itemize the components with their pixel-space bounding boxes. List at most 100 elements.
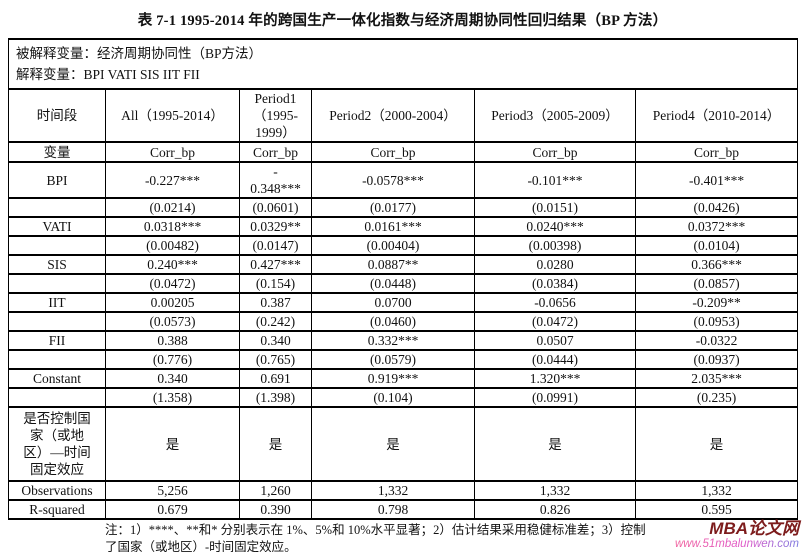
variable-subheader-row: 变量 Corr_bp Corr_bp Corr_bp Corr_bp Corr_… <box>8 141 799 163</box>
se-cell: (0.0214) <box>105 197 240 218</box>
table-row-se: (1.358) (1.398) (0.104) (0.0991) (0.235) <box>8 387 799 408</box>
watermark-site-name: MBA论文网 <box>709 519 799 538</box>
se-cell: (0.0151) <box>474 197 636 218</box>
coef-cell: 0.366*** <box>634 254 799 275</box>
r2-cell: 0.679 <box>105 499 240 520</box>
coef-cell: 0.691 <box>239 368 312 389</box>
se-cell: (0.0177) <box>311 197 475 218</box>
column-header: Period3（2005-2009） <box>474 88 636 143</box>
table-row-se: (0.00482) (0.0147) (0.00404) (0.00398) (… <box>8 235 799 256</box>
coef-cell: 0.332*** <box>311 330 475 351</box>
subheader-cell: Corr_bp <box>239 141 312 163</box>
table-row-vati: VATI 0.0318*** 0.0329** 0.0161*** 0.0240… <box>8 216 799 237</box>
row-label: R-squared <box>8 499 106 520</box>
se-cell: (0.765) <box>239 349 312 370</box>
coef-cell: - 0.348*** <box>239 161 312 199</box>
coef-cell: 0.0700 <box>311 292 475 313</box>
se-cell: (0.00482) <box>105 235 240 256</box>
coef-cell: -0.401*** <box>634 161 799 199</box>
table-row-constant: Constant 0.340 0.691 0.919*** 1.320*** 2… <box>8 368 799 389</box>
r2-cell: 0.595 <box>634 499 799 520</box>
se-cell: (0.0601) <box>239 197 312 218</box>
se-cell: (0.0460) <box>311 311 475 332</box>
table-row-bpi: BPI -0.227*** - 0.348*** -0.0578*** -0.1… <box>8 161 799 199</box>
se-cell: (0.0448) <box>311 273 475 294</box>
se-cell: (0.0937) <box>634 349 799 370</box>
coef-cell: -0.0322 <box>634 330 799 351</box>
se-cell: (0.0857) <box>634 273 799 294</box>
fe-cell: 是 <box>634 406 799 482</box>
coef-cell: -0.209** <box>634 292 799 313</box>
footnote-line-1: 注：1）****、**和* 分别表示在 1%、5%和 10%水平显著；2）估计结… <box>105 523 646 537</box>
row-label: BPI <box>8 161 106 199</box>
coef-cell: 0.387 <box>239 292 312 313</box>
se-cell: (0.0579) <box>311 349 475 370</box>
coef-cell: 0.0240*** <box>474 216 636 237</box>
coef-cell: 0.0161*** <box>311 216 475 237</box>
coef-cell: 0.340 <box>105 368 240 389</box>
se-cell: (0.0384) <box>474 273 636 294</box>
table-footnote: 注：1）****、**和* 分别表示在 1%、5%和 10%水平显著；2）估计结… <box>105 522 665 552</box>
table-row-iit: IIT 0.00205 0.387 0.0700 -0.0656 -0.209*… <box>8 292 799 313</box>
coef-cell: -0.101*** <box>474 161 636 199</box>
se-cell: (0.242) <box>239 311 312 332</box>
se-cell: (0.104) <box>311 387 475 408</box>
se-cell: (0.0991) <box>474 387 636 408</box>
r2-cell: 0.826 <box>474 499 636 520</box>
variable-info-row: 被解释变量：经济周期协同性（BP方法） 解释变量：BPI VATI SIS II… <box>7 38 799 90</box>
coef-cell: 0.0372*** <box>634 216 799 237</box>
obs-cell: 1,332 <box>634 480 799 501</box>
row-label: VATI <box>8 216 106 237</box>
obs-cell: 5,256 <box>105 480 240 501</box>
obs-cell: 1,332 <box>311 480 475 501</box>
variable-subheader-label: 变量 <box>8 141 106 163</box>
subheader-cell: Corr_bp <box>474 141 636 163</box>
row-label <box>8 197 106 218</box>
se-cell: (0.00398) <box>474 235 636 256</box>
se-cell: (0.235) <box>634 387 799 408</box>
row-label: FII <box>8 330 106 351</box>
subheader-cell: Corr_bp <box>105 141 240 163</box>
table-title: 表 7-1 1995-2014 年的跨国生产一体化指数与经济周期协同性回归结果（… <box>137 13 668 29</box>
r2-cell: 0.390 <box>239 499 312 520</box>
dependent-variable-line: 被解释变量：经济周期协同性（BP方法） <box>16 46 263 61</box>
table-row-r-squared: R-squared 0.679 0.390 0.798 0.826 0.595 <box>8 499 799 520</box>
row-label <box>8 311 106 332</box>
table-row-fixed-effects: 是否控制国 家（或地 区）—时间 固定效应 是 是 是 是 是 <box>8 406 799 482</box>
r2-cell: 0.798 <box>311 499 475 520</box>
column-header: Period4（2010-2014） <box>634 88 799 143</box>
se-cell: (1.398) <box>239 387 312 408</box>
se-cell: (0.0472) <box>105 273 240 294</box>
row-label: IIT <box>8 292 106 313</box>
footnote-line-2: 了国家（或地区）-时间固定效应。 <box>105 540 297 552</box>
coef-cell: 0.0280 <box>474 254 636 275</box>
se-cell: (0.00404) <box>311 235 475 256</box>
se-cell: (0.0426) <box>634 197 799 218</box>
period-header-row: 时间段 All（1995-2014） Period1 （1995- 1999） … <box>8 88 799 143</box>
se-cell: (1.358) <box>105 387 240 408</box>
coef-cell: 1.320*** <box>474 368 636 389</box>
coef-cell: 0.0507 <box>474 330 636 351</box>
se-cell: (0.0147) <box>239 235 312 256</box>
row-label <box>8 387 106 408</box>
subheader-cell: Corr_bp <box>634 141 799 163</box>
row-label <box>8 273 106 294</box>
coef-cell: 0.0887** <box>311 254 475 275</box>
se-cell: (0.0444) <box>474 349 636 370</box>
obs-cell: 1,332 <box>474 480 636 501</box>
se-cell: (0.0104) <box>634 235 799 256</box>
coef-cell: -0.0578*** <box>311 161 475 199</box>
table-row-se: (0.0472) (0.154) (0.0448) (0.0384) (0.08… <box>8 273 799 294</box>
coef-cell: -0.0656 <box>474 292 636 313</box>
se-cell: (0.0573) <box>105 311 240 332</box>
table-row-se: (0.0214) (0.0601) (0.0177) (0.0151) (0.0… <box>8 197 799 218</box>
subheader-cell: Corr_bp <box>311 141 475 163</box>
table-row-sis: SIS 0.240*** 0.427*** 0.0887** 0.0280 0.… <box>8 254 799 275</box>
table-row-observations: Observations 5,256 1,260 1,332 1,332 1,3… <box>8 480 799 501</box>
variable-info-cell: 被解释变量：经济周期协同性（BP方法） 解释变量：BPI VATI SIS II… <box>7 38 799 90</box>
column-header: All（1995-2014） <box>105 88 240 143</box>
row-label <box>8 349 106 370</box>
fe-cell: 是 <box>311 406 475 482</box>
row-label: SIS <box>8 254 106 275</box>
coef-cell: -0.227*** <box>105 161 240 199</box>
